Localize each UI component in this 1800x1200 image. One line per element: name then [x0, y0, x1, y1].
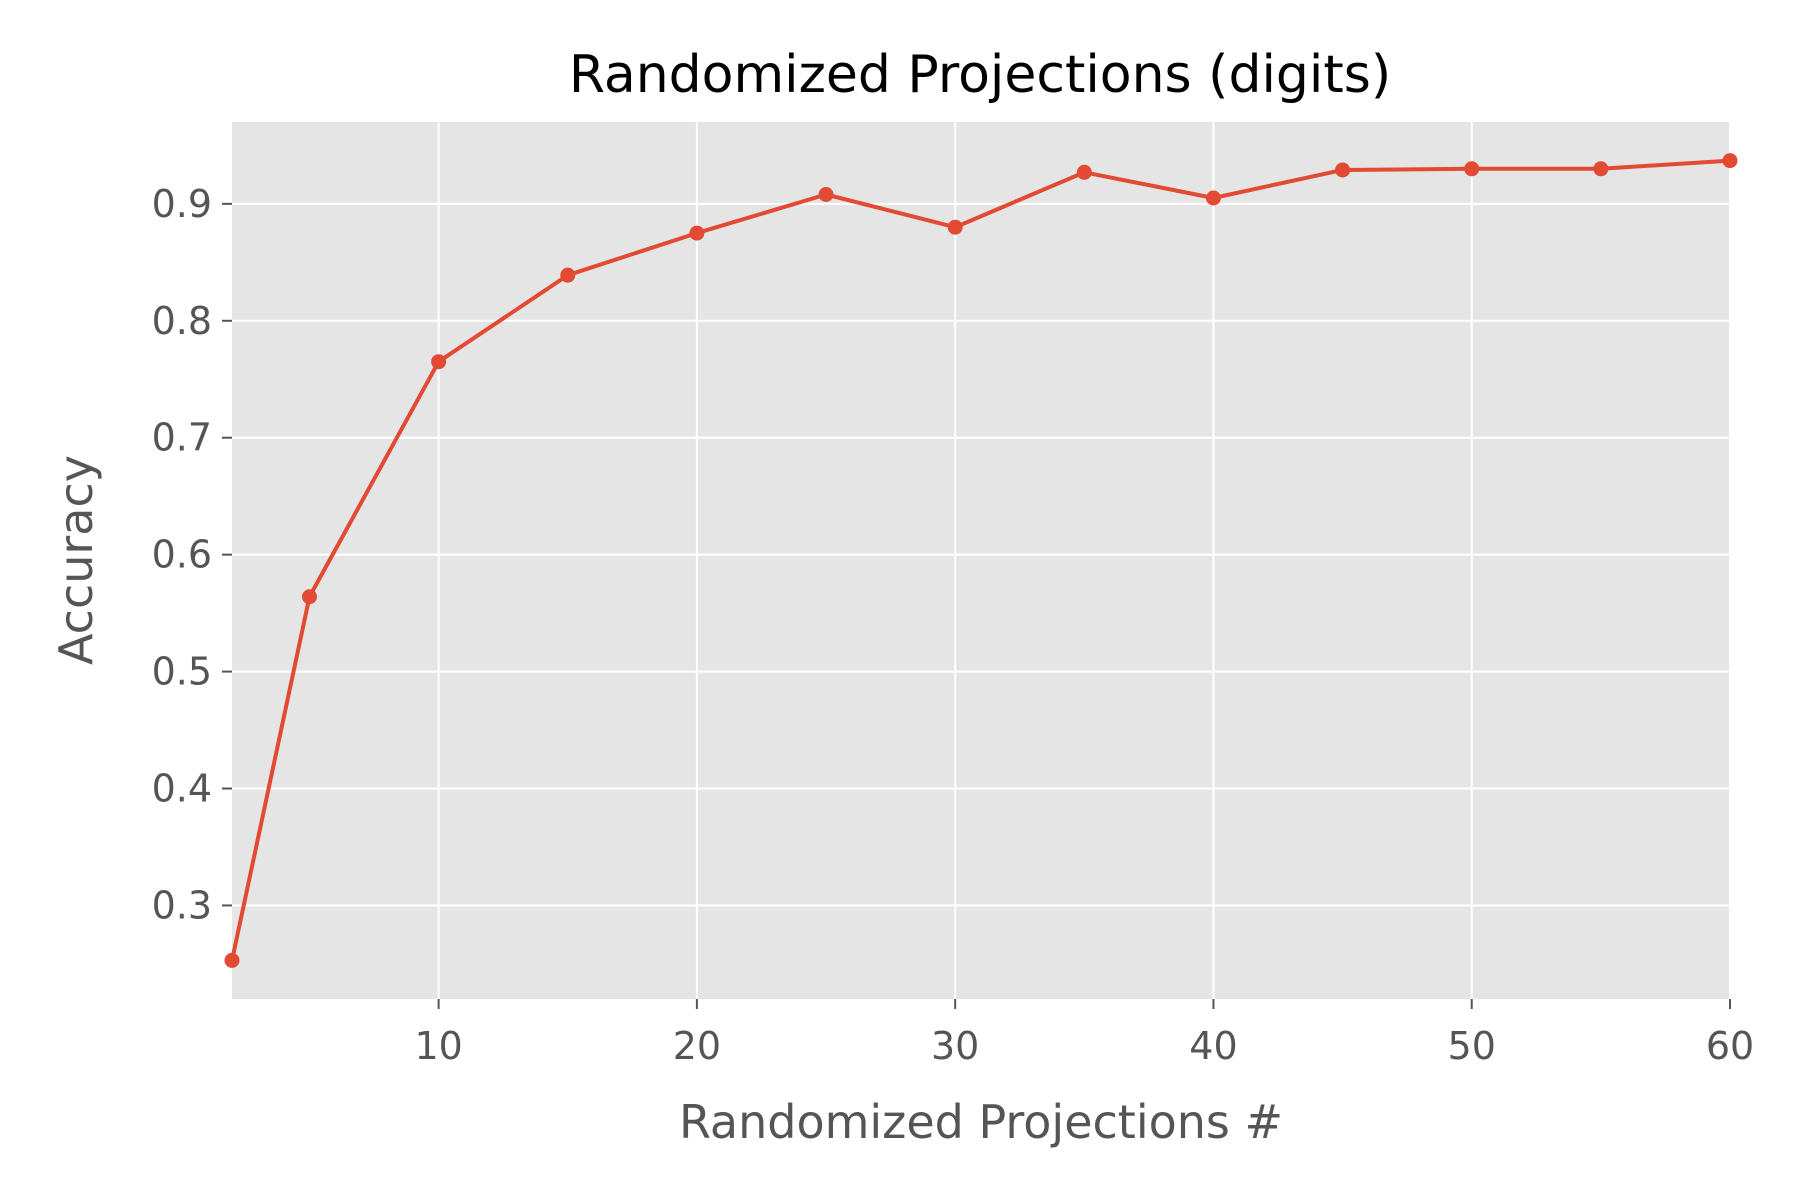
data-point [1205, 190, 1221, 206]
y-tick-label: 0.4 [152, 767, 212, 811]
data-point [431, 354, 447, 370]
y-tick-label: 0.6 [152, 533, 212, 577]
data-point [1593, 161, 1609, 177]
data-point [818, 186, 834, 202]
data-point [1335, 162, 1351, 178]
y-tick-label: 0.7 [152, 416, 212, 460]
data-point [301, 589, 317, 605]
x-tick-label: 50 [1448, 1024, 1496, 1068]
y-tick-label: 0.9 [152, 182, 212, 226]
y-tick-label: 0.8 [152, 299, 212, 343]
x-tick-label: 20 [673, 1024, 721, 1068]
plot-area [232, 122, 1730, 999]
grid [232, 122, 1731, 999]
series-group [224, 153, 1738, 968]
x-tick-label: 30 [931, 1024, 979, 1068]
x-axis: 10 20 30 40 50 60 [414, 999, 1754, 1068]
data-point [1464, 161, 1480, 177]
chart-title: Randomized Projections (digits) [569, 45, 1391, 105]
data-point [560, 267, 576, 283]
data-point [1722, 153, 1738, 169]
y-axis: 0.3 0.4 0.5 0.6 0.7 0.8 0.9 [152, 182, 232, 927]
x-axis-label: Randomized Projections # [679, 1095, 1283, 1149]
x-tick-label: 10 [414, 1024, 462, 1068]
data-point [689, 225, 705, 241]
x-tick-label: 60 [1706, 1024, 1754, 1068]
y-tick-label: 0.5 [152, 650, 212, 694]
x-tick-label: 40 [1189, 1024, 1237, 1068]
data-point [1076, 164, 1092, 180]
data-point [947, 219, 963, 235]
y-tick-label: 0.3 [152, 883, 212, 927]
data-point [224, 952, 240, 968]
y-axis-label: Accuracy [49, 455, 103, 665]
